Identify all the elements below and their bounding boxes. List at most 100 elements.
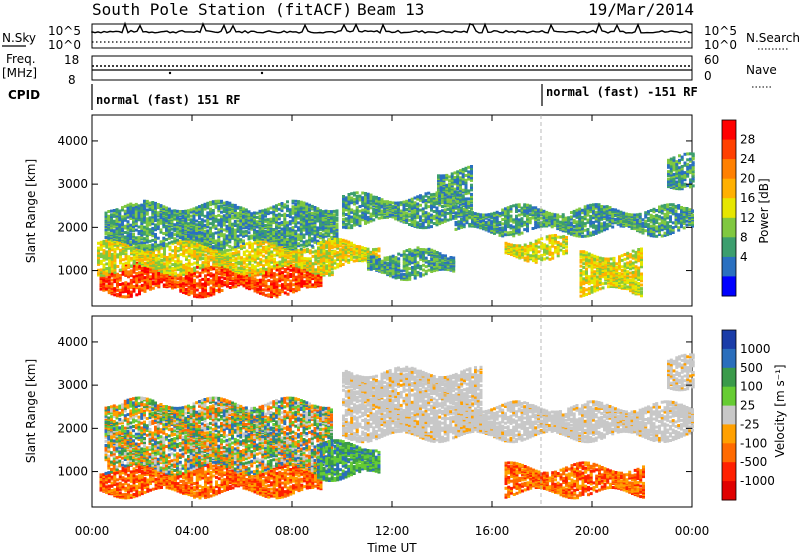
heatmap-cell xyxy=(394,210,397,213)
heatmap-cell xyxy=(287,272,290,275)
heatmap-cell xyxy=(440,174,443,177)
heatmap-cell xyxy=(439,252,442,255)
heatmap-cell xyxy=(171,241,174,244)
heatmap-cell xyxy=(108,289,111,292)
heatmap-cell xyxy=(196,294,199,297)
heatmap-cell xyxy=(207,255,210,258)
heatmap-cell xyxy=(184,238,187,241)
heatmap-cell xyxy=(328,252,331,255)
heatmap-cell xyxy=(199,249,202,252)
heatmap-cell xyxy=(273,272,276,275)
heatmap-cell xyxy=(378,258,381,261)
heatmap-cell xyxy=(177,277,180,280)
heatmap-cell xyxy=(281,214,284,217)
heatmap-cell xyxy=(460,218,463,221)
heatmap-cell xyxy=(295,269,298,272)
heatmap-cell xyxy=(163,279,166,282)
heatmap-cell xyxy=(224,249,227,252)
heatmap-cell xyxy=(251,264,254,267)
heatmap-cell xyxy=(428,260,431,263)
heatmap-cell xyxy=(345,217,348,220)
heatmap-cell xyxy=(300,203,303,206)
heatmap-cell xyxy=(353,198,356,201)
heatmap-cell xyxy=(389,266,392,269)
heatmap-cell xyxy=(451,172,454,175)
noise-trace xyxy=(92,24,692,42)
heatmap-cell xyxy=(425,199,428,202)
heatmap-cell xyxy=(294,200,297,203)
heatmap-cell xyxy=(177,281,180,284)
heatmap-cell xyxy=(234,229,237,232)
heatmap-cell xyxy=(400,201,403,204)
heatmap-cell xyxy=(353,192,356,195)
heatmap-cell xyxy=(231,204,234,207)
heatmap-cell xyxy=(97,247,100,250)
heatmap-cell xyxy=(359,205,362,208)
heatmap-cell xyxy=(259,215,262,218)
heatmap-cell xyxy=(124,210,127,213)
heatmap-cell xyxy=(297,226,300,229)
heatmap-cell xyxy=(350,208,353,211)
heatmap-cell xyxy=(138,285,141,288)
heatmap-cell xyxy=(414,220,417,223)
heatmap-cell xyxy=(179,210,182,213)
heatmap-cell xyxy=(276,273,279,276)
heatmap-cell xyxy=(303,249,306,252)
heatmap-cell xyxy=(292,205,295,208)
heatmap-cell xyxy=(113,293,116,296)
heatmap-cell xyxy=(235,257,238,260)
heatmap-cell xyxy=(275,204,278,207)
heatmap-cell xyxy=(445,184,448,187)
heatmap-cell xyxy=(210,272,213,275)
heatmap-cell xyxy=(450,256,453,259)
heatmap-cell xyxy=(182,229,185,232)
heatmap-cell xyxy=(185,256,188,259)
heatmap-cell xyxy=(317,242,320,245)
heatmap-cell xyxy=(309,257,312,260)
heatmap-cell xyxy=(312,255,315,258)
heatmap-cell xyxy=(286,214,289,217)
heatmap-cell xyxy=(460,210,463,213)
heatmap-cell xyxy=(220,241,223,244)
heatmap-cell xyxy=(471,211,474,214)
heatmap-cell xyxy=(436,191,439,194)
heatmap-cell xyxy=(419,215,422,218)
heatmap-cell xyxy=(173,209,176,212)
heatmap-cell xyxy=(448,187,451,190)
heatmap-cell xyxy=(353,248,356,251)
heatmap-cell xyxy=(281,228,284,231)
heatmap-cell xyxy=(336,223,339,226)
heatmap-cell xyxy=(105,284,108,287)
heatmap-cell xyxy=(422,269,425,272)
heatmap-cell xyxy=(140,247,143,250)
heatmap-cell xyxy=(276,278,279,281)
heatmap-cell xyxy=(347,255,350,258)
heatmap-cell xyxy=(129,236,132,239)
heatmap-cell xyxy=(108,282,111,285)
heatmap-cell xyxy=(312,262,315,265)
heatmap-cell xyxy=(157,211,160,214)
heatmap-cell xyxy=(339,248,342,251)
heatmap-cell xyxy=(353,260,356,263)
heatmap-cell xyxy=(163,284,166,287)
heatmap-cell xyxy=(182,264,185,267)
heatmap-cell xyxy=(308,204,311,207)
heatmap-cell xyxy=(119,294,122,297)
heatmap-cell xyxy=(234,204,237,207)
heatmap-cell xyxy=(333,213,336,216)
heatmap-cell xyxy=(375,248,378,251)
heatmap-cell xyxy=(218,270,221,273)
heatmap-cell xyxy=(262,288,265,291)
heatmap-cell xyxy=(283,203,286,206)
heatmap-cell xyxy=(232,263,235,266)
heatmap-cell xyxy=(184,234,187,237)
heatmap-cell xyxy=(267,218,270,221)
heatmap-cell xyxy=(165,207,168,210)
heatmap-cell xyxy=(105,277,108,280)
heatmap-cell xyxy=(322,233,325,236)
heatmap-cell xyxy=(272,205,275,208)
heatmap-cell xyxy=(347,259,350,262)
heatmap-cell xyxy=(210,279,213,282)
heatmap-cell xyxy=(348,226,351,229)
heatmap-cell xyxy=(397,257,400,260)
